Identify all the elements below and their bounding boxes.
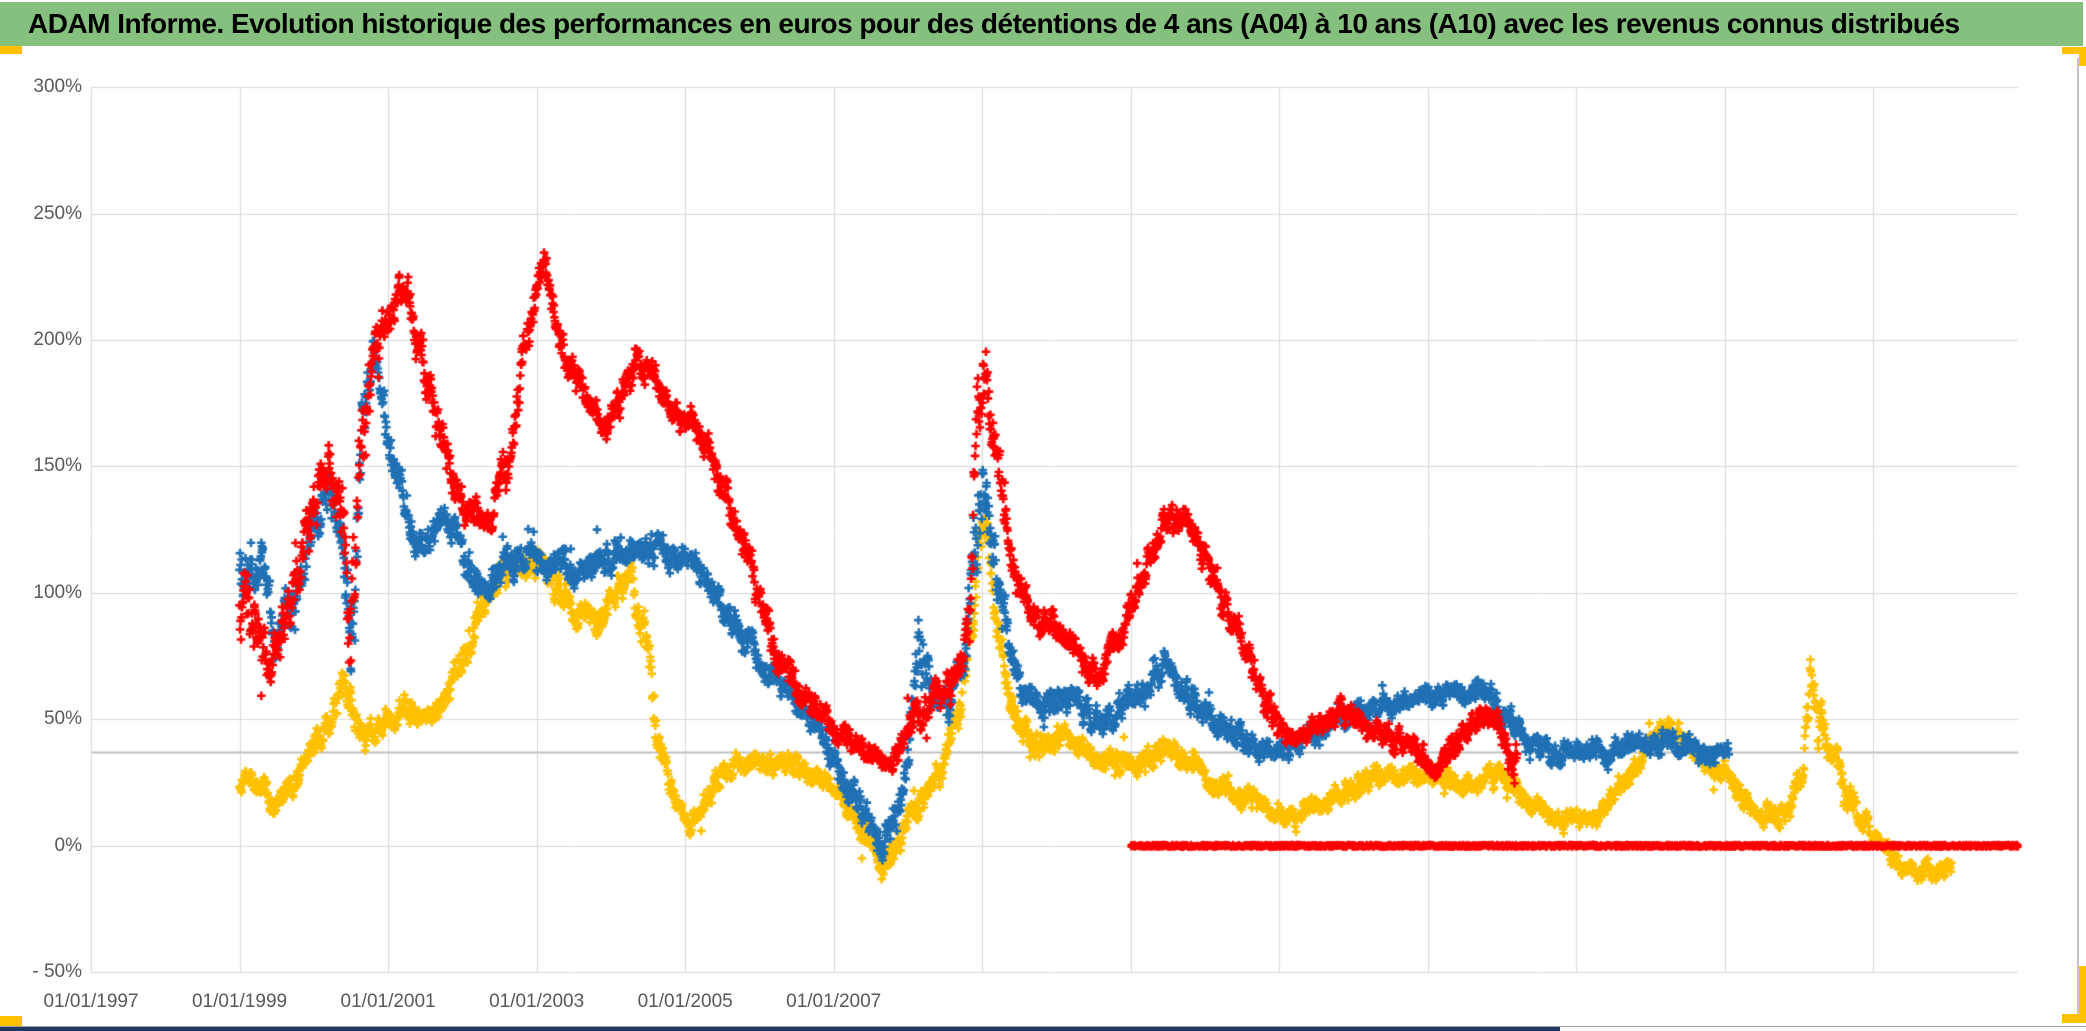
y-axis-tick-label: 50% — [43, 708, 82, 730]
x-axis-tick-label: 01/01/2001 — [340, 991, 436, 1012]
bottom-navy-edge — [0, 1027, 1560, 1031]
accent-top-left-square — [0, 46, 22, 54]
x-axis-tick-label: 01/01/1999 — [191, 991, 288, 1012]
bottom-gray-edge — [0, 1026, 2086, 1027]
accent-bottom-left-square — [0, 1016, 22, 1026]
x-axis-tick-label: 01/01/1997 — [43, 991, 139, 1012]
accent-bottom-right-bracket-h — [2062, 1014, 2086, 1023]
y-axis-tick-label: 150% — [33, 455, 82, 477]
x-axis-tick-label: 01/01/2005 — [637, 991, 733, 1012]
y-axis-tick-label: 250% — [33, 202, 82, 224]
y-axis-tick-label: 0% — [54, 834, 82, 856]
x-axis-tick-label: 01/01/2003 — [489, 991, 585, 1012]
y-axis-tick-label: - 50% — [32, 961, 82, 983]
y-axis-tick-label: 300% — [33, 76, 82, 98]
y-axis-tick-label: 100% — [33, 581, 82, 603]
accent-bottom-right-bracket-v — [2079, 966, 2086, 1023]
accent-top-right-bracket-v — [2079, 47, 2086, 66]
right-pane-divider — [2077, 58, 2079, 1014]
accent-top-right-bracket-h — [2062, 47, 2086, 54]
y-axis-tick-label: 200% — [33, 329, 82, 351]
x-axis-tick-label: 01/01/2007 — [786, 991, 882, 1012]
